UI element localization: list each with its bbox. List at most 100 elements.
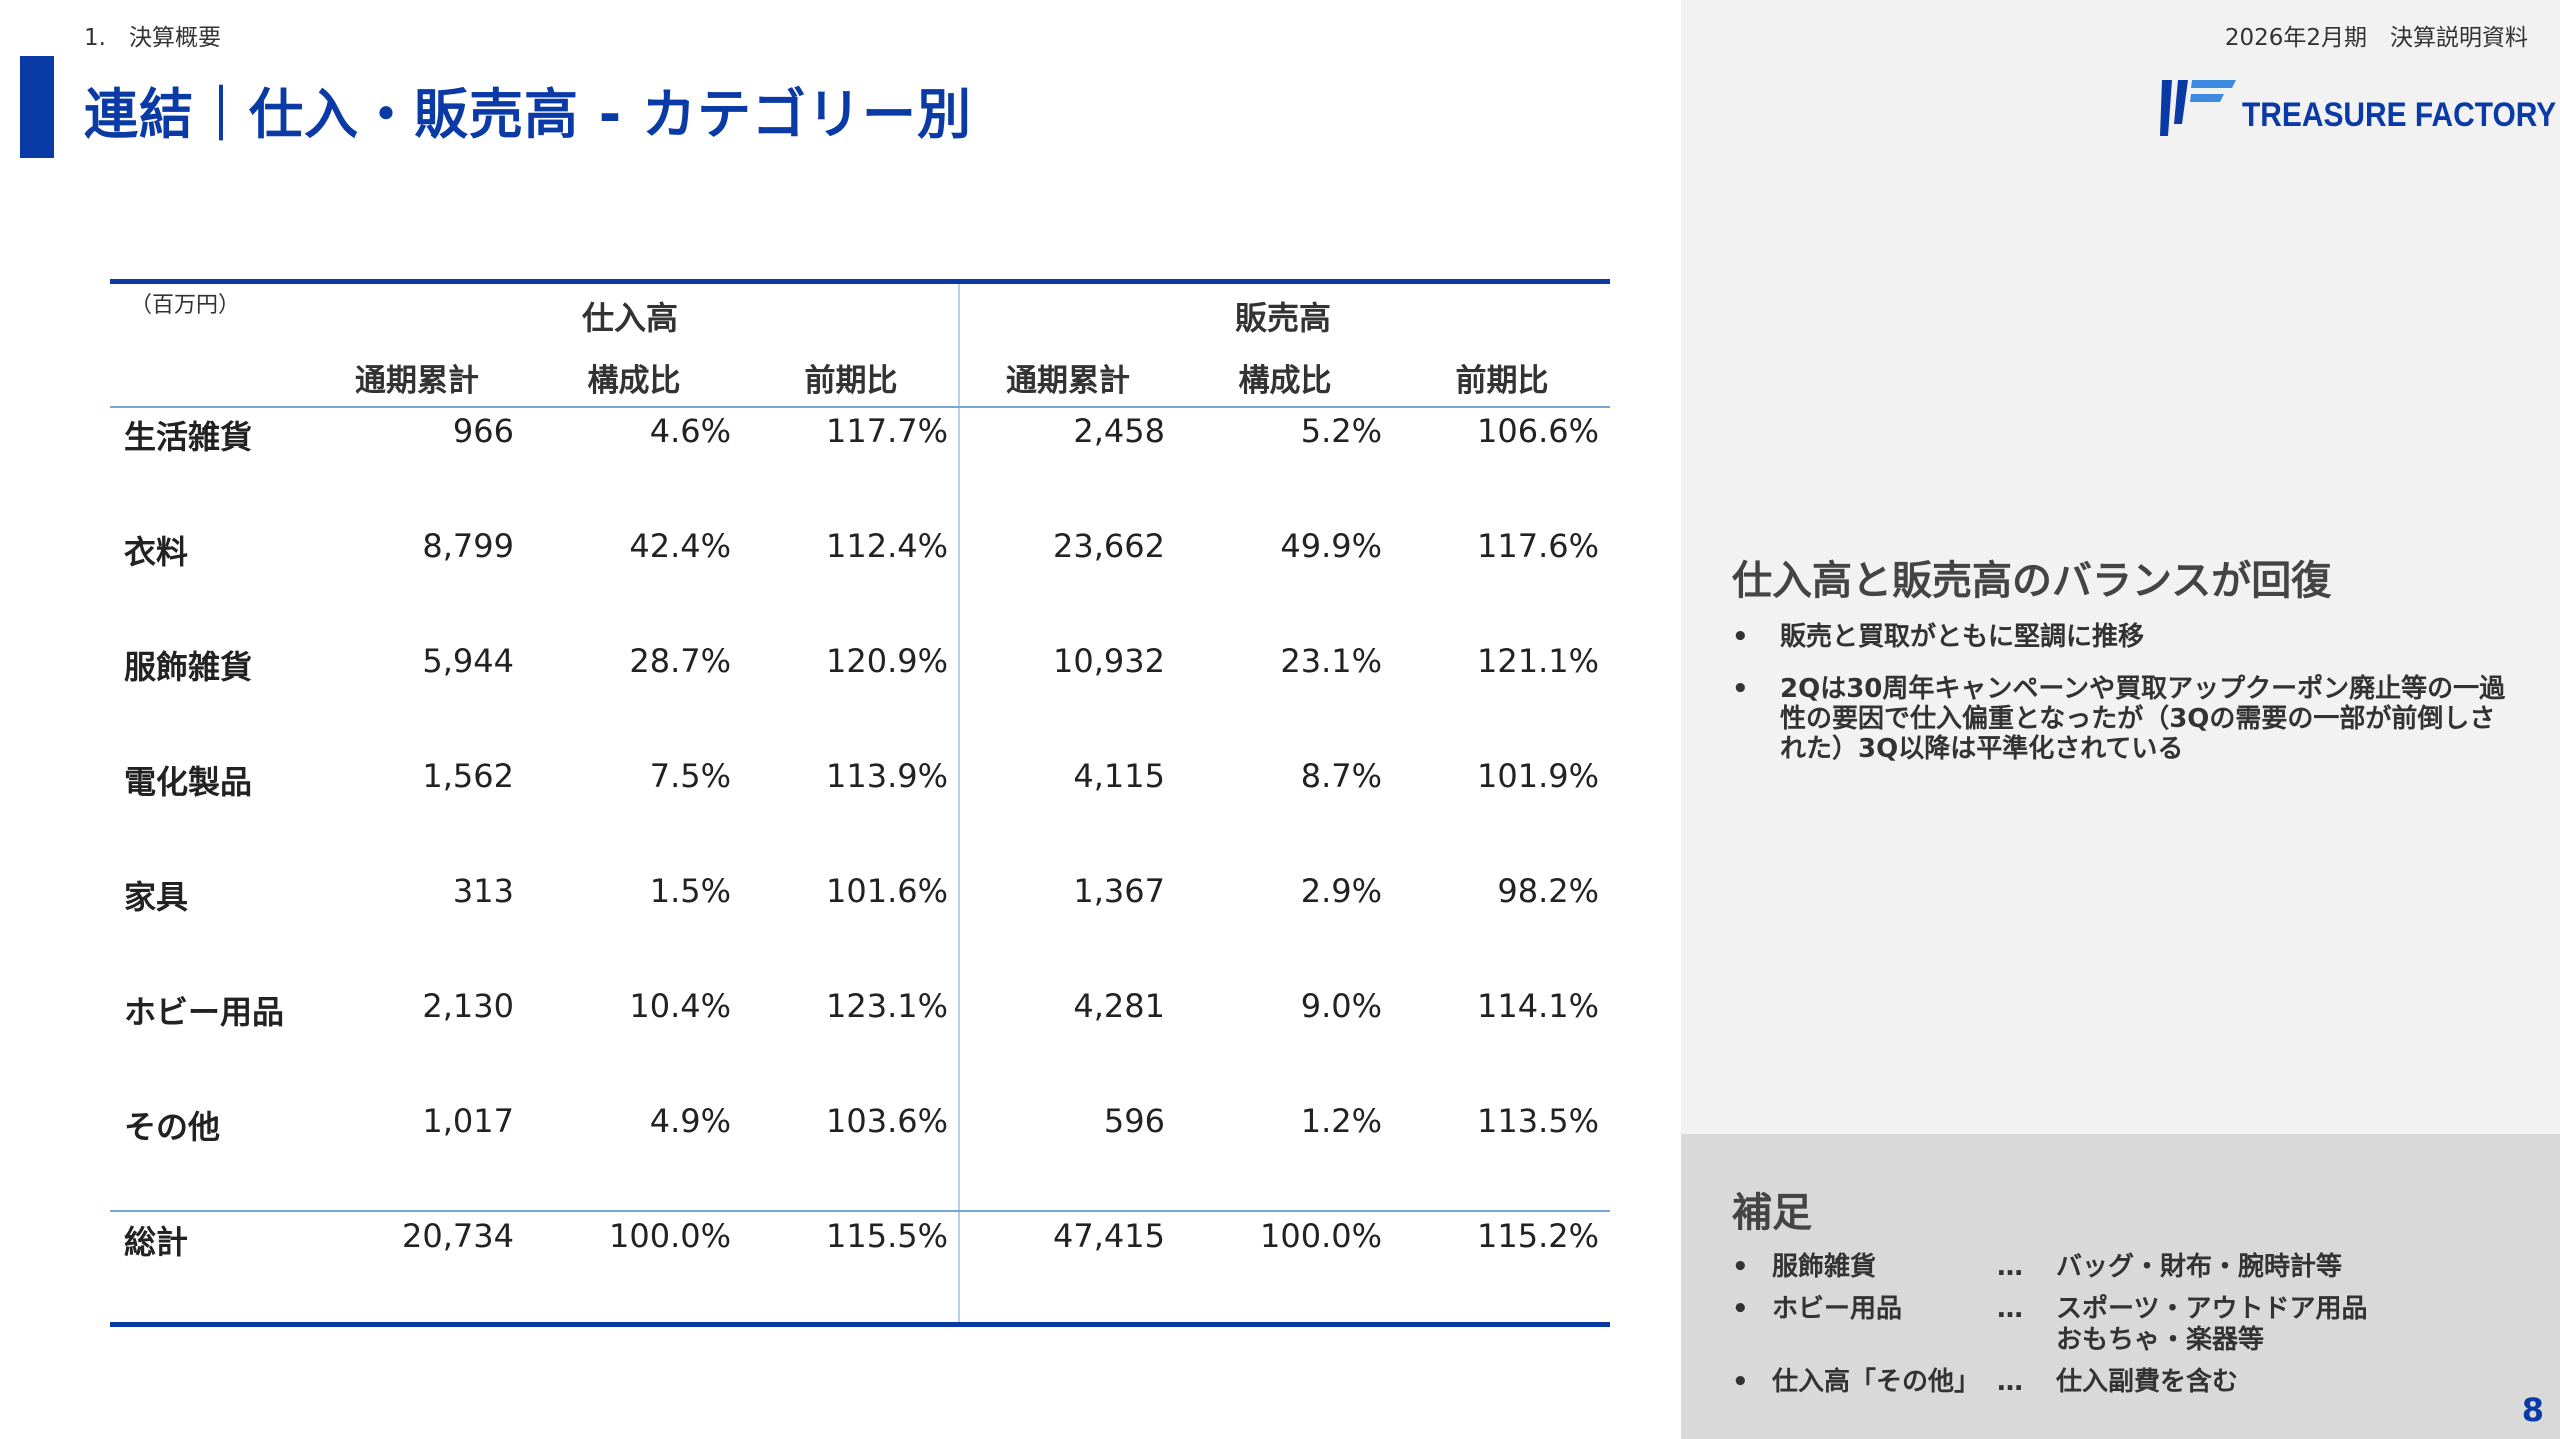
note-bullet: • bbox=[1732, 1367, 1749, 1397]
cell: 1,017 bbox=[422, 1102, 514, 1140]
note-desc: スポーツ・アウトドア用品 おもちゃ・楽器等 bbox=[2056, 1294, 2368, 1355]
cell: 112.4% bbox=[825, 527, 948, 565]
cell: 103.6% bbox=[825, 1102, 948, 1140]
cell: 121.1% bbox=[1476, 642, 1599, 680]
note-bullet: • bbox=[1732, 1294, 1749, 1324]
cell: 49.9% bbox=[1280, 527, 1382, 565]
row-label: 衣料 bbox=[124, 533, 189, 571]
table-row: ホビー用品 2,130 10.4% 123.1% 4,281 9.0% 114.… bbox=[110, 987, 1610, 1047]
col-header: 構成比 bbox=[1238, 363, 1332, 399]
cell: 5,944 bbox=[422, 642, 514, 680]
col-header: 通期累計 bbox=[1006, 363, 1130, 399]
cell: 120.9% bbox=[825, 642, 948, 680]
section-label: 1. 決算概要 bbox=[84, 25, 221, 51]
document-label: 2026年2月期 決算説明資料 bbox=[2224, 25, 2528, 51]
row-label: ホビー用品 bbox=[124, 993, 285, 1031]
cell: 8.7% bbox=[1300, 757, 1382, 795]
cell: 100.0% bbox=[608, 1217, 731, 1255]
cell: 106.6% bbox=[1476, 412, 1599, 450]
summary-bullet: 2Qは30周年キャンペーンや買取アップクーポン廃止等の一過性の要因で仕入偏重とな… bbox=[1732, 674, 2512, 764]
cell: 23,662 bbox=[1053, 527, 1165, 565]
row-label: 家具 bbox=[124, 878, 189, 916]
note-desc: バッグ・財布・腕時計等 bbox=[2056, 1252, 2343, 1282]
cell: 596 bbox=[1103, 1102, 1165, 1140]
cell: 1,562 bbox=[422, 757, 514, 795]
table-row: 家具 313 1.5% 101.6% 1,367 2.9% 98.2% bbox=[110, 872, 1610, 932]
cell: 100.0% bbox=[1259, 1217, 1382, 1255]
note-ellipsis: … bbox=[1997, 1252, 2023, 1282]
row-label: 服飾雑貨 bbox=[124, 648, 253, 686]
col-header: 前期比 bbox=[1455, 363, 1549, 399]
cell: 113.9% bbox=[825, 757, 948, 795]
cell: 1,367 bbox=[1073, 872, 1165, 910]
summary-bullet: 販売と買取がともに堅調に推移 bbox=[1732, 622, 2512, 652]
cell: 117.7% bbox=[825, 412, 948, 450]
row-label: 総計 bbox=[124, 1223, 189, 1261]
title-accent-bar bbox=[20, 56, 54, 158]
cell: 5.2% bbox=[1300, 412, 1382, 450]
cell: 113.5% bbox=[1476, 1102, 1599, 1140]
cell: 98.2% bbox=[1497, 872, 1599, 910]
logo-text: TREASURE FACTORY bbox=[2242, 96, 2557, 134]
cell: 1.2% bbox=[1300, 1102, 1382, 1140]
table-total-rule bbox=[110, 1210, 1610, 1212]
cell: 313 bbox=[452, 872, 514, 910]
notes-title: 補足 bbox=[1732, 1190, 1812, 1236]
row-label: 電化製品 bbox=[124, 763, 253, 801]
category-table: （百万円） 仕入高 販売高 通期累計 構成比 前期比 通期累計 構成比 前期比 … bbox=[110, 279, 1610, 1327]
table-header-rule bbox=[110, 406, 1610, 408]
cell: 123.1% bbox=[825, 987, 948, 1025]
table-group-divider bbox=[958, 284, 960, 1322]
cell: 115.2% bbox=[1476, 1217, 1599, 1255]
cell: 7.5% bbox=[649, 757, 731, 795]
note-ellipsis: … bbox=[1997, 1367, 2023, 1397]
note-desc: 仕入副費を含む bbox=[2056, 1367, 2239, 1397]
cell: 115.5% bbox=[825, 1217, 948, 1255]
summary-bullets: 販売と買取がともに堅調に推移 2Qは30周年キャンペーンや買取アップクーポン廃止… bbox=[1732, 622, 2512, 786]
row-label: その他 bbox=[124, 1108, 221, 1146]
cell: 4.6% bbox=[649, 412, 731, 450]
cell: 1.5% bbox=[649, 872, 731, 910]
cell: 4.9% bbox=[649, 1102, 731, 1140]
cell: 101.6% bbox=[825, 872, 948, 910]
page-number: 8 bbox=[2521, 1391, 2544, 1429]
note-term: 服飾雑貨 bbox=[1772, 1252, 1877, 1282]
col-header: 構成比 bbox=[587, 363, 681, 399]
table-unit-label: （百万円） bbox=[129, 293, 240, 318]
group-header-sales: 販売高 bbox=[1234, 299, 1331, 337]
table-row: 電化製品 1,562 7.5% 113.9% 4,115 8.7% 101.9% bbox=[110, 757, 1610, 817]
cell: 23.1% bbox=[1280, 642, 1382, 680]
cell: 28.7% bbox=[629, 642, 731, 680]
cell: 9.0% bbox=[1300, 987, 1382, 1025]
cell: 42.4% bbox=[629, 527, 731, 565]
table-row: 生活雑貨 966 4.6% 117.7% 2,458 5.2% 106.6% bbox=[110, 412, 1610, 472]
table-row: 服飾雑貨 5,944 28.7% 120.9% 10,932 23.1% 121… bbox=[110, 642, 1610, 702]
company-logo: TREASURE FACTORY bbox=[2158, 76, 2556, 140]
row-label: 生活雑貨 bbox=[124, 418, 253, 456]
cell: 4,281 bbox=[1073, 987, 1165, 1025]
summary-panel bbox=[1681, 0, 2560, 1134]
logo-mark-icon bbox=[2160, 80, 2236, 136]
table-top-rule bbox=[110, 279, 1610, 284]
cell: 4,115 bbox=[1073, 757, 1165, 795]
cell: 101.9% bbox=[1476, 757, 1599, 795]
col-header: 通期累計 bbox=[355, 363, 479, 399]
cell: 2.9% bbox=[1300, 872, 1382, 910]
cell: 2,458 bbox=[1073, 412, 1165, 450]
cell: 117.6% bbox=[1476, 527, 1599, 565]
note-term: ホビー用品 bbox=[1772, 1294, 1903, 1324]
note-ellipsis: … bbox=[1997, 1294, 2023, 1324]
cell: 114.1% bbox=[1476, 987, 1599, 1025]
cell: 10,932 bbox=[1053, 642, 1165, 680]
cell: 8,799 bbox=[422, 527, 514, 565]
col-header: 前期比 bbox=[804, 363, 898, 399]
summary-title: 仕入高と販売高のバランスが回復 bbox=[1732, 558, 2332, 604]
table-row: 衣料 8,799 42.4% 112.4% 23,662 49.9% 117.6… bbox=[110, 527, 1610, 587]
cell: 966 bbox=[452, 412, 514, 450]
note-bullet: • bbox=[1732, 1252, 1749, 1282]
table-total-row: 総計 20,734 100.0% 115.5% 47,415 100.0% 11… bbox=[110, 1217, 1610, 1277]
note-term: 仕入高「その他」 bbox=[1772, 1367, 1981, 1397]
cell: 10.4% bbox=[629, 987, 731, 1025]
notes-panel bbox=[1681, 1134, 2560, 1439]
page-title: 連結｜仕入・販売高 - カテゴリー別 bbox=[84, 83, 973, 146]
